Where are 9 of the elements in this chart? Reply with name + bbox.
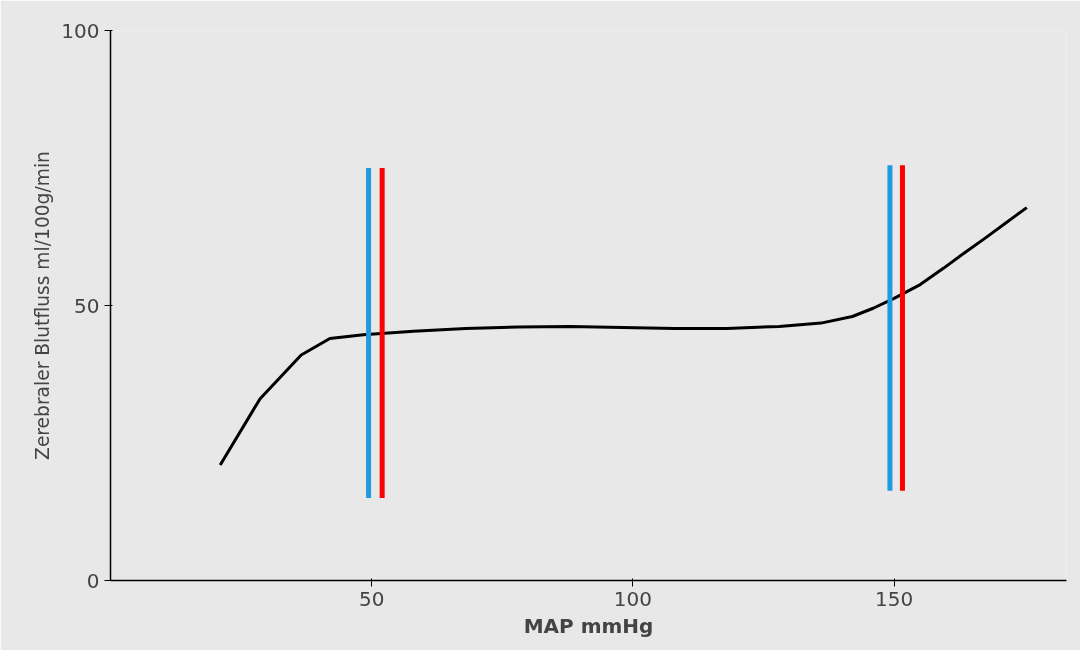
x-axis-title: MAP mmHg (523, 613, 654, 638)
y-tick-label: 0 (86, 568, 100, 593)
y-axis-title: Zerebraler Blutfluss ml/100g/min (32, 151, 54, 460)
x-tick-label: 100 (613, 586, 652, 611)
line-series (218, 206, 1029, 467)
x-tick-label: 50 (358, 586, 385, 611)
y-tick-label: 50 (74, 293, 100, 318)
x-tick-label: 150 (875, 586, 914, 611)
y-tick-label: 100 (61, 18, 100, 43)
